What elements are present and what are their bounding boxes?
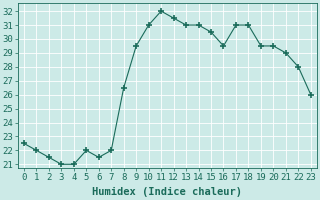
X-axis label: Humidex (Indice chaleur): Humidex (Indice chaleur) <box>92 187 242 197</box>
